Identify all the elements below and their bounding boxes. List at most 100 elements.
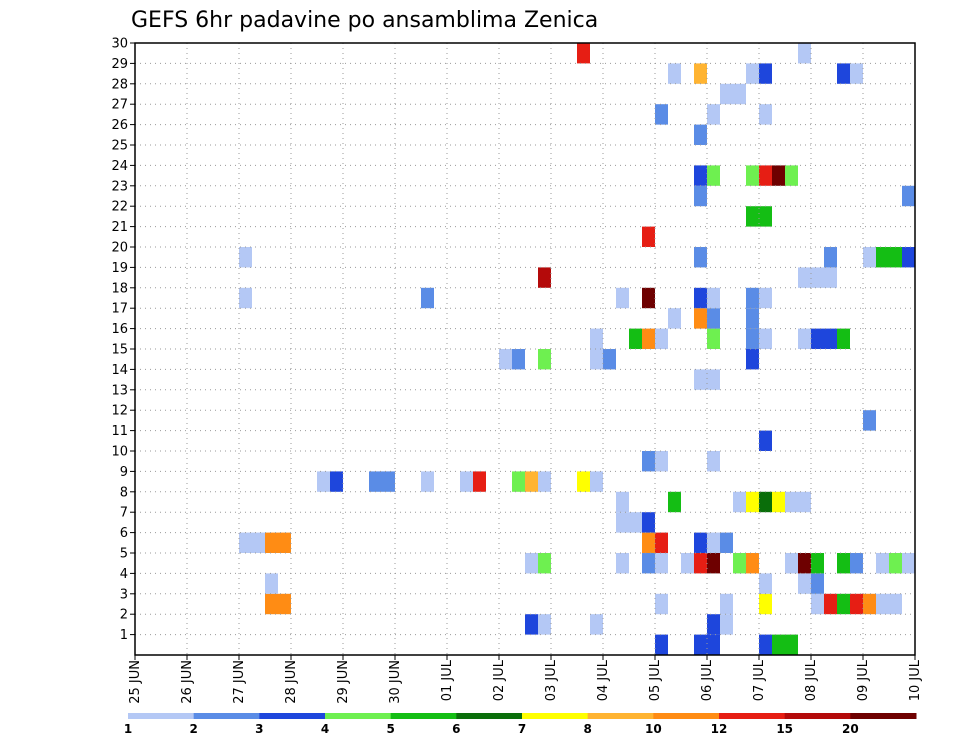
y-tick-label: 4 bbox=[120, 567, 128, 582]
precip-cell bbox=[642, 532, 655, 553]
x-tick-label: 30 JUN bbox=[388, 660, 403, 704]
y-tick-label: 2 bbox=[120, 608, 128, 623]
precip-cell bbox=[746, 491, 759, 513]
x-tick-label: 29 JUN bbox=[336, 660, 351, 704]
x-tick-label: 05 JUL bbox=[648, 659, 663, 701]
y-tick-label: 22 bbox=[111, 200, 128, 215]
precip-cell bbox=[759, 593, 772, 615]
precip-cell bbox=[499, 349, 512, 370]
legend-swatch bbox=[850, 713, 917, 719]
legend-label: 3 bbox=[255, 722, 263, 736]
legend-label: 5 bbox=[386, 722, 394, 736]
y-tick-label: 23 bbox=[111, 179, 128, 194]
precip-cell bbox=[863, 247, 876, 268]
precip-cell bbox=[694, 634, 707, 655]
precip-cell bbox=[538, 471, 551, 492]
y-tick-label: 7 bbox=[120, 506, 128, 521]
x-tick-label: 07 JUL bbox=[752, 659, 767, 701]
precip-cell bbox=[746, 63, 759, 84]
precip-cell bbox=[525, 553, 538, 574]
precip-cell bbox=[707, 634, 720, 655]
precip-cell bbox=[811, 328, 824, 349]
precip-cell bbox=[759, 430, 772, 451]
precip-cell bbox=[837, 328, 850, 349]
precip-cell bbox=[876, 593, 889, 615]
precip-cell bbox=[772, 634, 785, 655]
precip-cell bbox=[239, 532, 252, 553]
precip-cell bbox=[538, 553, 551, 574]
precip-cell bbox=[707, 308, 720, 329]
y-tick-label: 10 bbox=[111, 445, 128, 460]
legend-label: 10 bbox=[645, 722, 662, 736]
precip-cell bbox=[733, 83, 746, 105]
precip-cell bbox=[746, 308, 759, 329]
precip-cell bbox=[707, 553, 720, 574]
precip-cell bbox=[616, 512, 629, 533]
precip-cell bbox=[707, 287, 720, 309]
precip-cell bbox=[590, 471, 603, 492]
precip-cell bbox=[538, 349, 551, 370]
legend-swatch bbox=[587, 713, 654, 719]
grid-lines bbox=[135, 43, 915, 655]
precip-cell bbox=[655, 634, 668, 655]
precip-cell bbox=[889, 247, 902, 268]
precip-cell bbox=[837, 553, 850, 574]
precip-cell bbox=[642, 553, 655, 574]
precip-cell bbox=[785, 634, 798, 655]
precip-cell bbox=[759, 491, 772, 513]
precip-cell bbox=[707, 165, 720, 186]
precip-cell bbox=[863, 410, 876, 431]
precip-cell bbox=[694, 532, 707, 553]
y-tick-label: 27 bbox=[111, 98, 128, 113]
x-tick-label: 06 JUL bbox=[700, 659, 715, 701]
precip-cell bbox=[655, 104, 668, 125]
legend-label: 1 bbox=[124, 722, 132, 736]
precip-cell bbox=[642, 226, 655, 247]
precip-cell bbox=[616, 491, 629, 513]
y-tick-label: 3 bbox=[120, 587, 128, 602]
x-tick-label: 28 JUN bbox=[284, 660, 299, 704]
legend-label: 15 bbox=[776, 722, 793, 736]
y-tick-label: 6 bbox=[120, 526, 128, 541]
precip-cell bbox=[330, 471, 343, 492]
precip-cell bbox=[798, 573, 811, 594]
y-tick-label: 18 bbox=[111, 281, 128, 296]
y-tick-label: 28 bbox=[111, 77, 128, 92]
y-tick-label: 13 bbox=[111, 383, 128, 398]
legend-swatch bbox=[325, 713, 392, 719]
precip-cell bbox=[590, 614, 603, 635]
precip-cell bbox=[668, 63, 681, 84]
legend-label: 20 bbox=[842, 722, 859, 736]
legend-swatch bbox=[784, 713, 851, 719]
precip-cell bbox=[252, 532, 265, 553]
precip-cell bbox=[681, 553, 694, 574]
precip-cell bbox=[837, 593, 850, 615]
y-tick-label: 11 bbox=[111, 424, 128, 439]
y-tick-label: 24 bbox=[111, 159, 128, 174]
precip-cell bbox=[694, 124, 707, 145]
precip-cell bbox=[473, 471, 486, 492]
precip-cell bbox=[798, 43, 811, 64]
precip-cell bbox=[733, 491, 746, 513]
x-tick-label: 09 JUL bbox=[856, 659, 871, 701]
y-tick-label: 14 bbox=[111, 363, 128, 378]
legend-label: 4 bbox=[321, 722, 329, 736]
precip-cell bbox=[694, 185, 707, 207]
precip-cell bbox=[694, 553, 707, 574]
precip-cell bbox=[642, 512, 655, 533]
precip-cell bbox=[772, 491, 785, 513]
precip-cell bbox=[811, 573, 824, 594]
precip-cell bbox=[655, 328, 668, 349]
precip-cell bbox=[694, 63, 707, 84]
precip-cell bbox=[720, 593, 733, 615]
precip-cell bbox=[616, 287, 629, 309]
precip-cell bbox=[460, 471, 473, 492]
precip-cell bbox=[876, 247, 889, 268]
precip-cell bbox=[759, 634, 772, 655]
heatmap-cells bbox=[239, 43, 915, 655]
legend-swatch bbox=[259, 713, 326, 719]
y-tick-label: 17 bbox=[111, 302, 128, 317]
precip-cell bbox=[733, 553, 746, 574]
precip-cell bbox=[694, 247, 707, 268]
precip-cell bbox=[642, 451, 655, 472]
